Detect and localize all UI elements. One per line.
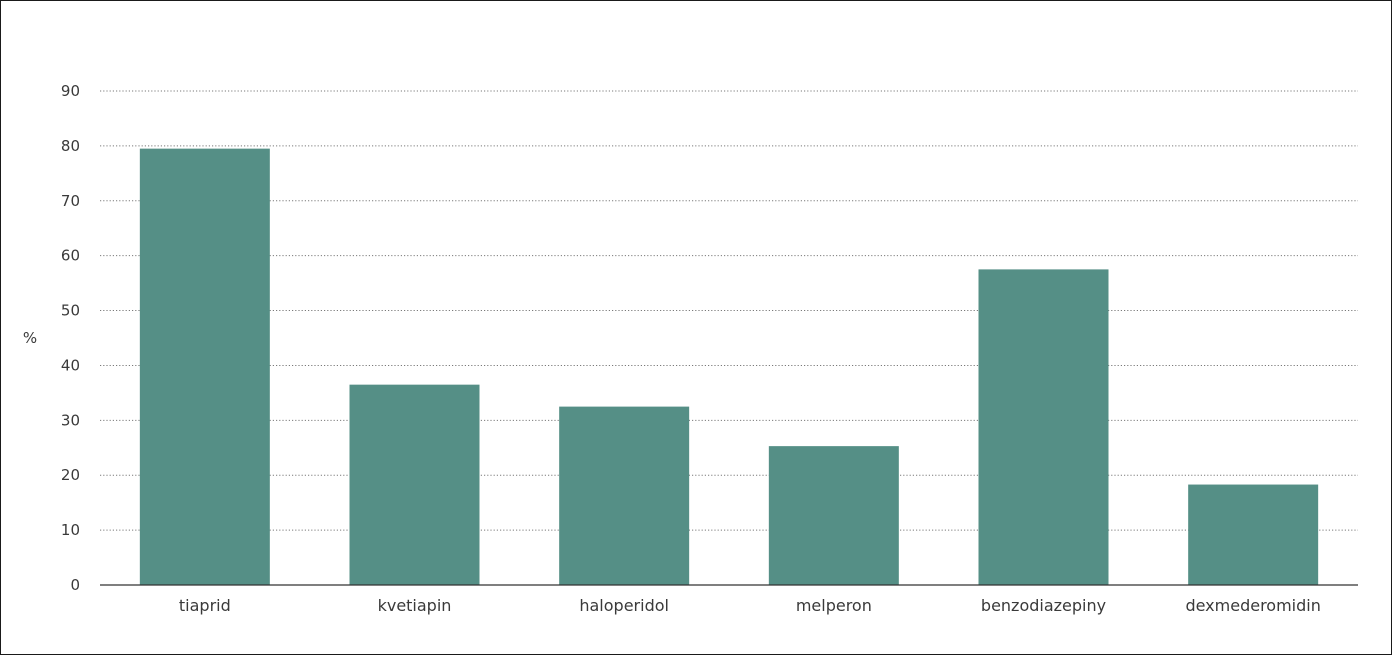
y-tick-label: 10 xyxy=(61,521,80,539)
y-tick-label: 20 xyxy=(61,466,80,484)
x-category-label: dexmederomidin xyxy=(1185,596,1320,615)
x-category-label: melperon xyxy=(796,596,872,615)
bar-melperon xyxy=(768,446,899,585)
labels: 0 10 20 30 40 50 60 70 80 90 tiaprid kvetiapin halop… xyxy=(61,82,1321,615)
y-tick-label: 60 xyxy=(61,247,80,265)
gridlines xyxy=(100,90,1358,531)
bar-dexmederomidin xyxy=(1188,484,1319,585)
y-tick-label: 80 xyxy=(61,137,80,155)
x-category-label: benzodiazepiny xyxy=(981,596,1106,615)
y-tick-label: 70 xyxy=(61,192,80,210)
x-category-label: kvetiapin xyxy=(378,596,452,615)
bar-kvetiapin xyxy=(349,384,480,585)
y-axis-title: % xyxy=(23,329,37,347)
bars xyxy=(139,148,1319,585)
bar-haloperidol xyxy=(559,406,690,585)
x-category-label: tiaprid xyxy=(179,596,231,615)
y-tick-label: 50 xyxy=(61,302,80,320)
y-tick-label: 40 xyxy=(61,356,80,374)
bar-tiaprid xyxy=(139,148,270,585)
y-tick-label: 30 xyxy=(61,411,80,429)
y-tick-label: 90 xyxy=(61,82,80,100)
y-tick-label: 0 xyxy=(70,576,80,594)
x-category-label: haloperidol xyxy=(579,596,669,615)
bar-benzodiazepiny xyxy=(978,269,1109,585)
